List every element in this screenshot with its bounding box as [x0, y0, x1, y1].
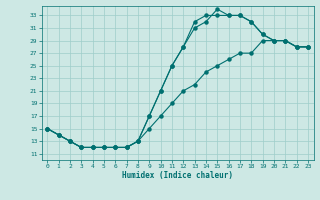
X-axis label: Humidex (Indice chaleur): Humidex (Indice chaleur): [122, 171, 233, 180]
